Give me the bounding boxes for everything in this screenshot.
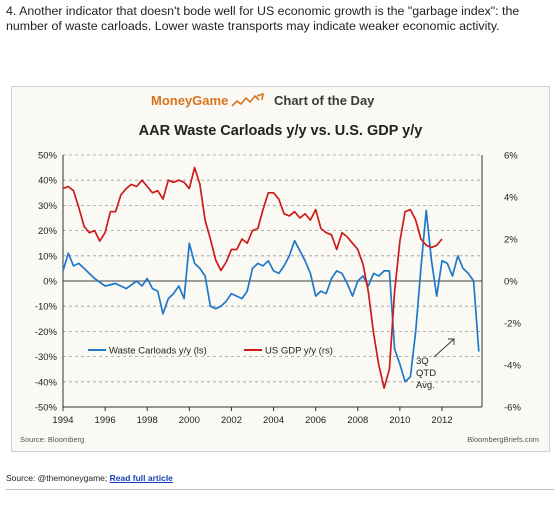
- brand-name: MoneyGame: [151, 93, 229, 108]
- y-tick-left: -20%: [35, 327, 58, 338]
- chart-banner: MoneyGame Chart of the Day: [12, 87, 549, 115]
- footer-prefix: Source: @themoneygame;: [6, 473, 110, 483]
- y-tick-left: -50%: [35, 403, 58, 414]
- y-tick-right: -2%: [504, 319, 521, 330]
- intro-text: 4. Another indicator that doesn't bode w…: [6, 4, 520, 33]
- y-tick-left: 0%: [43, 277, 57, 288]
- x-tick-label: 1998: [137, 415, 158, 426]
- y-tick-right: 2%: [504, 235, 518, 246]
- x-tick-label: 2002: [221, 415, 242, 426]
- footer: Source: @themoneygame; Read full article: [6, 473, 173, 483]
- annotation-arrowhead: [448, 338, 455, 345]
- y-tick-right: 0%: [504, 277, 518, 288]
- chart-title: AAR Waste Carloads y/y vs. U.S. GDP y/y: [138, 123, 423, 139]
- divider: [6, 489, 554, 490]
- x-tick-label: 2000: [179, 415, 200, 426]
- x-tick-label: 2004: [263, 415, 284, 426]
- annotation-text: Avg.: [416, 380, 435, 391]
- annotation-text: 3Q: [416, 356, 429, 367]
- y-tick-right: -6%: [504, 403, 521, 414]
- legend-label-waste: Waste Carloads y/y (ls): [109, 346, 207, 357]
- y-tick-left: -10%: [35, 302, 58, 313]
- y-tick-right: 4%: [504, 193, 518, 204]
- y-tick-left: 10%: [38, 251, 58, 262]
- y-tick-left: 40%: [38, 176, 58, 187]
- legend-label-gdp: US GDP y/y (rs): [265, 346, 333, 357]
- line-chart: 50% 40% 30% 20% 10% 0% -10% -20% -30% -40% -50% 6% 4…: [35, 151, 522, 427]
- x-tick-label: 2006: [305, 415, 326, 426]
- x-tick-label: 1996: [95, 415, 116, 426]
- us-gdp-line: [62, 166, 443, 389]
- y-tick-left: 20%: [38, 226, 58, 237]
- y-tick-left: 30%: [38, 201, 58, 212]
- waste-carloads-line: [62, 209, 480, 383]
- annotation-text: QTD: [416, 368, 436, 379]
- x-tick-label: 2010: [389, 415, 410, 426]
- annotation-arrow: [433, 338, 455, 358]
- y-tick-right: -4%: [504, 361, 521, 372]
- x-tick-label: 1994: [52, 415, 73, 426]
- y-tick-left: -30%: [35, 352, 58, 363]
- banner-label: Chart of the Day: [274, 93, 375, 108]
- trend-line-icon: [231, 92, 265, 107]
- chart-card: MoneyGame Chart of the Day AAR Waste Car…: [11, 86, 550, 452]
- x-tick-label: 2012: [431, 415, 452, 426]
- x-tick-label: 2008: [347, 415, 368, 426]
- y-tick-right: 6%: [504, 151, 518, 162]
- y-tick-left: -40%: [35, 377, 58, 388]
- source-site: BloombergBriefs.com: [467, 435, 539, 444]
- source-note: Source: Bloomberg: [20, 435, 85, 444]
- read-full-article-link[interactable]: Read full article: [109, 473, 173, 483]
- y-tick-left: 50%: [38, 151, 58, 162]
